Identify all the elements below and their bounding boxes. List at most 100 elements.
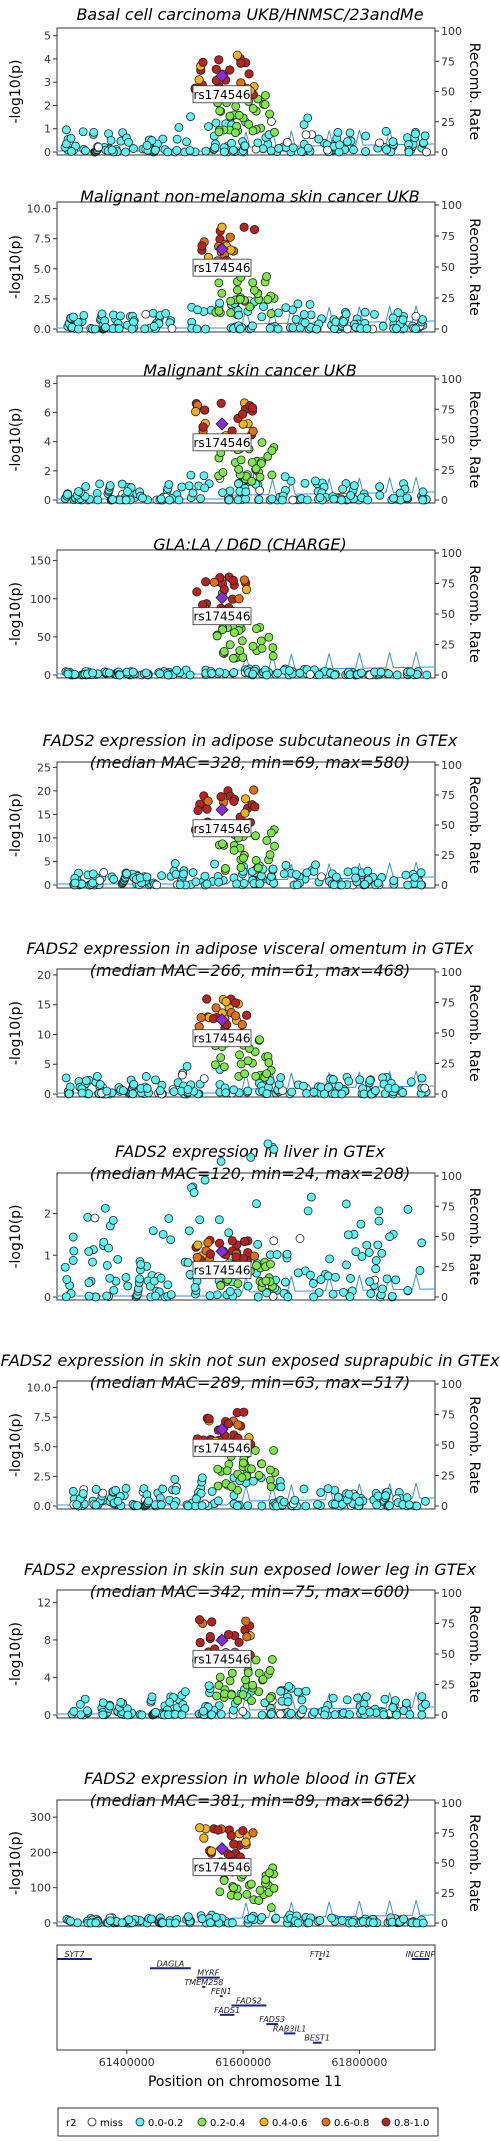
snp-point — [200, 405, 210, 415]
snp-point — [257, 643, 267, 653]
snp-point — [420, 1496, 430, 1506]
snp-point — [230, 998, 241, 1008]
snp-point — [79, 310, 89, 320]
y2-tick-label: 25 — [441, 849, 455, 862]
snp-point — [255, 879, 265, 889]
snp-point — [69, 1246, 79, 1256]
panel-6: FADS2 expression in adipose visceral ome… — [8, 939, 482, 1101]
y-tick-label: 12 — [37, 1596, 51, 1609]
snp-point — [371, 1264, 381, 1274]
snp-point — [99, 1237, 109, 1247]
snp-point — [221, 1088, 231, 1098]
snp-point — [373, 878, 383, 888]
snp-point — [265, 1465, 275, 1475]
panel-1: Basal cell carcinoma UKB/HNMSC/23andMe 0 1… — [8, 5, 482, 159]
snp-point — [366, 1289, 376, 1298]
snp-point — [312, 324, 321, 334]
snp-point — [200, 871, 210, 881]
y-tick-label: 10 — [37, 1028, 51, 1041]
snp-point — [365, 1075, 375, 1085]
snp-point — [64, 1089, 74, 1099]
snp-point — [206, 1918, 215, 1928]
snp-point — [273, 324, 283, 334]
snp-point — [254, 495, 264, 504]
lead-snp-box — [192, 1858, 252, 1877]
y-tick-label: 100 — [30, 593, 51, 606]
snp-point — [221, 997, 231, 1007]
y-tick-label: 2 — [44, 465, 51, 478]
snp-point — [406, 667, 416, 677]
snp-point — [158, 1918, 168, 1928]
snp-point — [123, 1281, 133, 1291]
snp-point — [169, 1500, 179, 1510]
snp-point — [378, 321, 388, 331]
snp-point — [164, 1214, 174, 1223]
snp-point — [247, 1913, 256, 1923]
y2-tick-label: 75 — [441, 1618, 455, 1631]
snp-point — [216, 791, 226, 802]
snp-point — [121, 495, 131, 505]
y2-tick-label: 75 — [441, 1409, 455, 1422]
snp-point — [180, 1687, 190, 1697]
y2-tick-label: 25 — [441, 1058, 455, 1071]
legend-item-label: 0.8-1.0 — [394, 2118, 429, 2129]
snp-point — [72, 1500, 82, 1510]
gene-label: INCENP — [406, 1950, 436, 1959]
snp-point — [274, 144, 284, 153]
snp-point — [342, 1260, 351, 1270]
x-tick-label: 61600000 — [215, 2056, 271, 2069]
snp-points — [60, 398, 431, 505]
snp-point — [116, 311, 125, 321]
snp-point — [255, 1035, 264, 1045]
snp-point — [255, 486, 265, 495]
snp-point — [229, 845, 239, 855]
snp-point — [357, 1706, 367, 1715]
y-tick-label: 0 — [44, 1709, 51, 1722]
y2-tick-label: 75 — [441, 1200, 455, 1213]
gene-label: FTH1 — [310, 1950, 331, 1959]
snp-point — [422, 147, 431, 157]
snp-point — [204, 1414, 214, 1424]
snp-point — [158, 134, 168, 144]
snp-point — [202, 994, 212, 1004]
lead-snp-marker — [215, 803, 229, 817]
snp-point — [217, 288, 227, 298]
snp-point — [94, 142, 103, 152]
snp-point — [323, 1271, 333, 1281]
snp-point — [406, 1077, 416, 1087]
snp-point — [158, 1229, 168, 1239]
snp-point — [104, 1243, 113, 1253]
snp-point — [219, 147, 229, 157]
snp-point — [236, 455, 246, 465]
y-axis-label: -log10(p) — [8, 582, 24, 646]
snp-point — [351, 873, 360, 883]
legend-item-label: 0.0-0.2 — [148, 2118, 183, 2129]
snp-point — [263, 295, 273, 304]
snp-point — [226, 308, 236, 318]
snp-point — [329, 494, 339, 504]
snp-point — [261, 90, 270, 100]
snp-point — [385, 1232, 395, 1242]
snp-point — [290, 1495, 300, 1505]
snp-point — [388, 313, 398, 323]
snp-points — [61, 572, 432, 680]
y-tick-label: 0 — [44, 1917, 51, 1930]
snp-point — [293, 1687, 303, 1697]
snp-point — [98, 1698, 108, 1708]
snp-point — [186, 470, 196, 480]
snp-point — [236, 863, 246, 872]
snp-point — [66, 1916, 75, 1926]
snp-point — [225, 1287, 235, 1296]
snp-point — [266, 1903, 276, 1912]
panel-4: GLA:LA / D6D (CHARGE) 0 50 100 150 0 25 50 75 100… — [8, 535, 482, 682]
snp-point — [122, 869, 132, 879]
snp-point — [239, 575, 249, 585]
y-tick-label: 2 — [44, 1208, 51, 1221]
snp-point — [401, 1698, 411, 1708]
snp-point — [204, 1681, 214, 1691]
snp-point — [95, 479, 105, 489]
snp-point — [190, 1283, 200, 1292]
y2-axis-label: Recomb. Rate — [466, 218, 482, 316]
snp-points — [61, 994, 431, 1099]
snp-point — [301, 1501, 311, 1511]
